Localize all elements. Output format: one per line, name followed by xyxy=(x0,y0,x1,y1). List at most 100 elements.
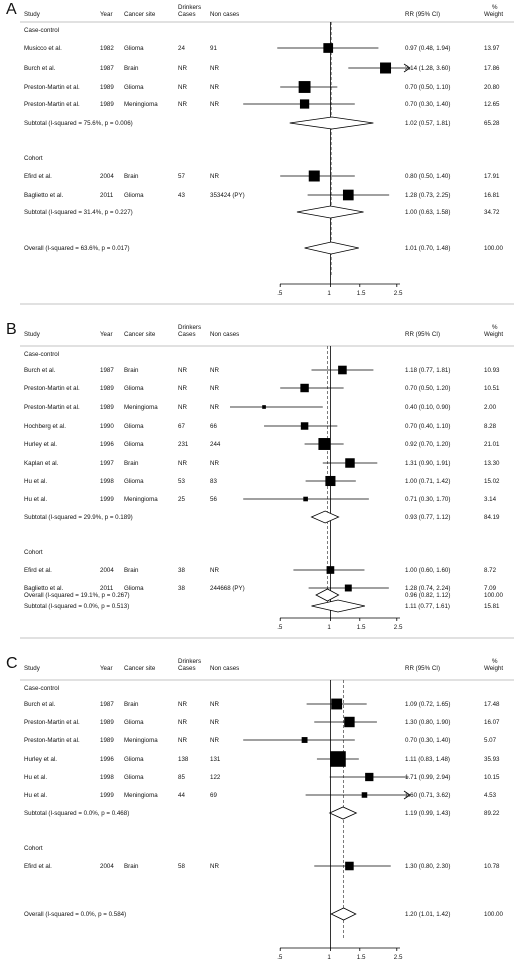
header-drinkers: Drinkers xyxy=(178,4,201,11)
study-year: 1989 xyxy=(100,719,114,726)
cancer-site: Meningioma xyxy=(124,496,158,503)
header-rr: RR (95% CI) xyxy=(405,331,440,338)
weight-square xyxy=(331,698,343,710)
weight-label: 13.30 xyxy=(484,460,500,467)
cancer-site: Glioma xyxy=(124,423,144,430)
non-cases: 353424 (PY) xyxy=(210,192,245,199)
header-study: Study xyxy=(24,331,41,338)
drinker-cases: 85 xyxy=(178,774,185,781)
cancer-site: Glioma xyxy=(124,385,144,392)
non-cases: 91 xyxy=(210,45,217,52)
subtotal-diamond xyxy=(328,806,358,820)
forest-panel-c: C Study Year Cancer site Drinkers Cases Non ca… xyxy=(0,652,520,964)
weight-square xyxy=(318,438,331,450)
study-name: Efird et al. xyxy=(24,173,52,180)
rr-ci-label: 1.09 (0.72, 1.65) xyxy=(405,701,450,708)
study-year: 1998 xyxy=(100,774,114,781)
x-tick-label: 1.5 xyxy=(357,954,366,961)
drinker-cases: NR xyxy=(178,460,187,467)
subtotal-weight: 34.72 xyxy=(484,209,500,216)
cancer-site: Brain xyxy=(124,65,139,72)
rr-ci-label: 1.28 (0.74, 2.24) xyxy=(405,585,450,592)
weight-label: 8.28 xyxy=(484,423,497,430)
header-percent: % xyxy=(492,658,498,665)
weight-label: 17.48 xyxy=(484,701,500,708)
study-name: Hochberg et al. xyxy=(24,423,66,430)
study-year: 1989 xyxy=(100,737,114,744)
rr-ci-label: 0.80 (0.50, 1.40) xyxy=(405,173,450,180)
drinker-cases: NR xyxy=(178,719,187,726)
drinker-cases: 24 xyxy=(178,45,185,52)
weight-square xyxy=(342,189,354,201)
cancer-site: Glioma xyxy=(124,585,144,592)
weight-square xyxy=(344,716,355,728)
panel-letter: B xyxy=(6,321,17,338)
weight-square xyxy=(262,405,266,409)
rr-ci-label: 0.71 (0.30, 1.70) xyxy=(405,496,450,503)
non-cases: NR xyxy=(210,65,219,72)
cancer-site: Brain xyxy=(124,567,139,574)
subtotal-weight: 15.81 xyxy=(484,603,500,610)
drinker-cases: 57 xyxy=(178,173,185,180)
study-name: Hu et al. xyxy=(24,774,47,781)
drinker-cases: NR xyxy=(178,65,187,72)
drinker-cases: 138 xyxy=(178,756,189,763)
rr-ci-label: 1.30 (0.80, 2.30) xyxy=(405,863,450,870)
study-name: Burch et al. xyxy=(24,65,56,72)
overall-weight: 100.00 xyxy=(484,592,503,599)
study-name: Efird et al. xyxy=(24,863,52,870)
non-cases: NR xyxy=(210,101,219,108)
study-name: Baglietto et al. xyxy=(24,192,63,199)
header-year: Year xyxy=(100,331,113,338)
drinker-cases: NR xyxy=(178,385,187,392)
subtotal-label: Subtotal (I-squared = 0.0%, p = 0.468) xyxy=(24,810,129,817)
overall-diamond xyxy=(330,907,357,921)
weight-square xyxy=(298,81,311,93)
study-year: 2004 xyxy=(100,863,114,870)
subtotal-rr: 1.00 (0.63, 1.58) xyxy=(405,209,450,216)
study-name: Preston-Martin et al. xyxy=(24,101,80,108)
x-tick-label: 2.5 xyxy=(394,624,403,631)
weight-label: 5.07 xyxy=(484,737,497,744)
header-rr: RR (95% CI) xyxy=(405,665,440,672)
study-year: 1989 xyxy=(100,385,114,392)
header-percent: % xyxy=(492,324,498,331)
x-tick-label: 1 xyxy=(327,954,331,961)
cancer-site: Glioma xyxy=(124,192,144,199)
header-cases: Cases xyxy=(178,331,196,338)
study-year: 1987 xyxy=(100,65,114,72)
non-cases: 69 xyxy=(210,792,217,799)
weight-label: 17.91 xyxy=(484,173,500,180)
study-year: 1989 xyxy=(100,404,114,411)
cancer-site: Glioma xyxy=(124,45,144,52)
non-cases: NR xyxy=(210,404,219,411)
rr-ci-label: 2.14 (1.28, 3.60) xyxy=(405,65,450,72)
study-year: 1989 xyxy=(100,101,114,108)
study-year: 1982 xyxy=(100,45,114,52)
non-cases: NR xyxy=(210,567,219,574)
group-label: Cohort xyxy=(24,549,43,556)
header-year: Year xyxy=(100,665,113,672)
x-tick-label: .5 xyxy=(277,624,283,631)
header-drinkers: Drinkers xyxy=(178,324,201,331)
study-name: Hurley et al. xyxy=(24,441,57,448)
x-tick-label: 2.5 xyxy=(394,954,403,961)
weight-label: 12.65 xyxy=(484,101,500,108)
group-label: Case-control xyxy=(24,685,59,692)
weight-square xyxy=(361,792,368,798)
x-tick-label: .5 xyxy=(277,954,283,961)
subtotal-label: Subtotal (I-squared = 29.9%, p = 0.189) xyxy=(24,514,133,521)
study-name: Preston-Martin et al. xyxy=(24,385,80,392)
weight-label: 16.07 xyxy=(484,719,500,726)
non-cases: NR xyxy=(210,719,219,726)
cancer-site: Meningioma xyxy=(124,737,158,744)
subtotal-weight: 84.19 xyxy=(484,514,500,521)
non-cases: 56 xyxy=(210,496,217,503)
cancer-site: Brain xyxy=(124,863,139,870)
non-cases: NR xyxy=(210,863,219,870)
header-study: Study xyxy=(24,665,41,672)
weight-label: 35.93 xyxy=(484,756,500,763)
weight-label: 3.14 xyxy=(484,496,497,503)
study-year: 2004 xyxy=(100,567,114,574)
weight-label: 2.00 xyxy=(484,404,497,411)
